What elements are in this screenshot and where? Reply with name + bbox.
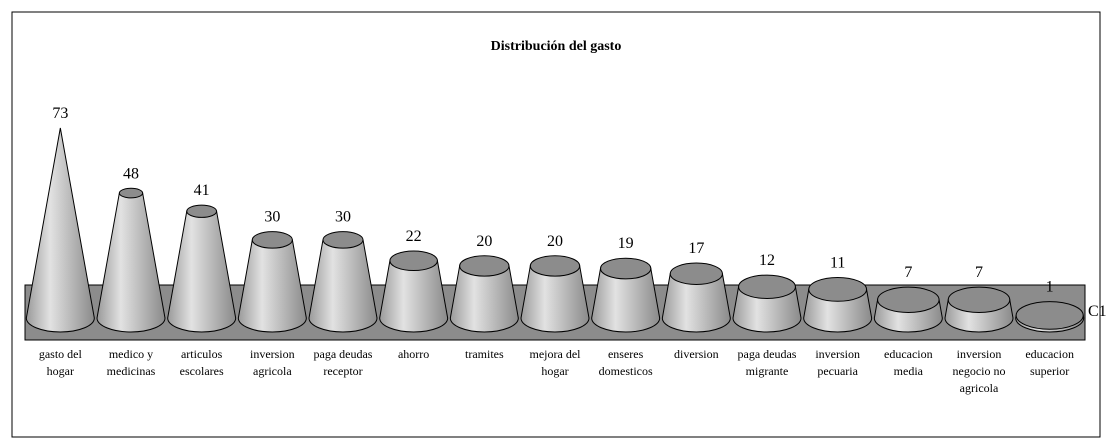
cone-top [251, 231, 293, 249]
cone-body [379, 260, 449, 333]
cone-body [308, 239, 378, 333]
value-label: 73 [52, 105, 68, 122]
x-tick-label: paga deudas migrante [737, 347, 797, 378]
cone-top [118, 187, 144, 199]
cone [591, 257, 661, 333]
cone-top [186, 204, 218, 218]
value-label: 41 [194, 182, 210, 199]
value-label: 12 [759, 252, 775, 269]
value-label: 48 [123, 165, 139, 182]
cone-body [732, 286, 802, 333]
x-tick-label: articulos escolares [179, 347, 224, 378]
value-label: 7 [975, 264, 983, 281]
cone [167, 204, 237, 333]
x-tick-label: gasto del hogar [38, 347, 82, 378]
x-tick-label: educacion superior [1025, 347, 1074, 378]
x-tick-label: ahorro [397, 347, 430, 361]
cone-body [449, 265, 519, 333]
value-label: 17 [688, 240, 704, 257]
x-tick-label: inversion pecuaria [815, 347, 860, 378]
x-tick-label: inversion agricola [249, 347, 295, 378]
cone-body [25, 127, 95, 333]
value-label: 19 [618, 235, 634, 252]
x-tick-label: mejora del hogar [529, 347, 581, 378]
value-label: 22 [406, 228, 422, 245]
value-label: 20 [547, 233, 563, 250]
cone [449, 255, 519, 333]
cone [379, 250, 449, 333]
x-tick-label: paga deudas receptor [313, 347, 373, 378]
cone [1015, 301, 1085, 333]
value-label: 1 [1046, 279, 1054, 296]
cone-top [322, 231, 364, 249]
cone [308, 231, 378, 333]
cone-body [167, 210, 237, 333]
cone [944, 286, 1014, 333]
cone [873, 286, 943, 333]
chart-title: Distribución del gasto [491, 39, 622, 54]
cone [803, 276, 873, 333]
cone-body [803, 288, 873, 333]
cone [661, 262, 731, 333]
x-tick-label: educacion media [884, 347, 933, 378]
cone [237, 231, 307, 333]
value-label: 7 [904, 264, 912, 281]
cone [520, 255, 590, 333]
cone-top [600, 257, 652, 280]
x-tick-label: medico y medicinas [106, 347, 156, 378]
cone [732, 274, 802, 333]
cone-top [877, 286, 940, 313]
x-tick-label: tramites [465, 347, 504, 361]
x-tick-label: inversion negocio no agricola [952, 347, 1006, 395]
cone-top [1015, 301, 1084, 330]
cone-top [669, 262, 723, 285]
x-tick-label: diversion [673, 347, 719, 361]
series-label: C1 [1088, 303, 1107, 320]
cone-body [591, 268, 661, 333]
cone-top [808, 276, 868, 302]
cone-body [661, 273, 731, 333]
cone [25, 127, 95, 333]
cone-body [96, 192, 166, 333]
x-tick-label: enseres domesticos [598, 347, 653, 378]
value-label: 20 [476, 233, 492, 250]
value-label: 11 [830, 254, 845, 271]
cone-top [459, 255, 510, 277]
cone-top [529, 255, 581, 277]
cone-body [520, 265, 590, 333]
cone [96, 187, 166, 333]
cone-top [738, 274, 796, 299]
cone-body [237, 239, 307, 333]
value-label: 30 [335, 209, 351, 226]
value-label: 30 [264, 209, 280, 226]
cone-top [947, 286, 1011, 313]
cone-top [389, 250, 438, 272]
